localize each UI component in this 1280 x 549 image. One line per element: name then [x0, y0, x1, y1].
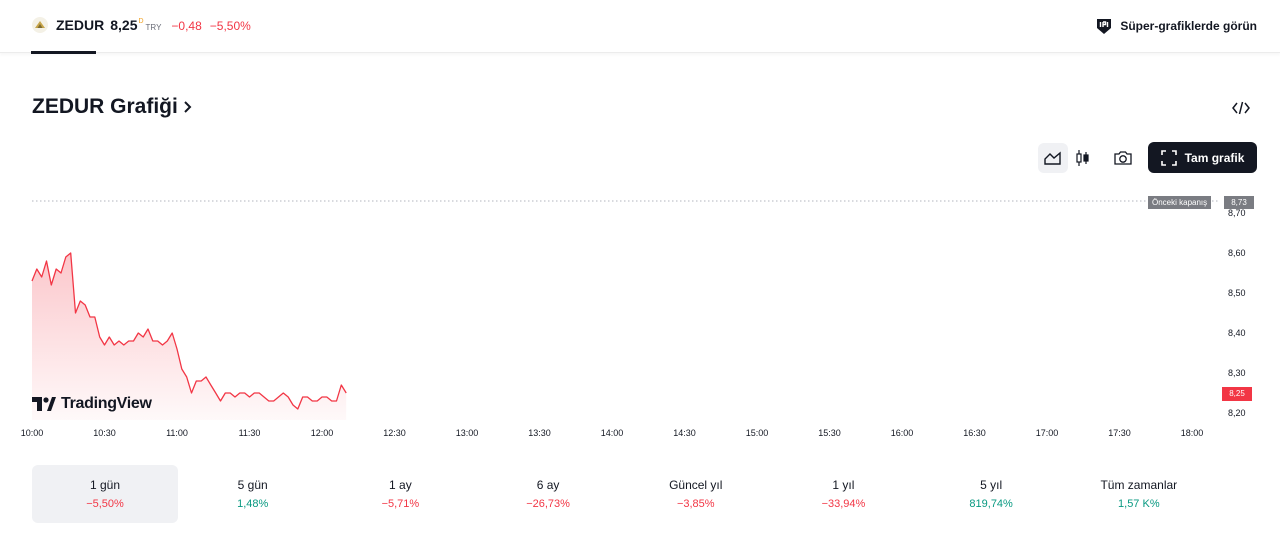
y-tick-label: 8,70 — [1228, 208, 1246, 218]
page-title: ZEDUR Grafiği — [32, 95, 178, 118]
range-tab-label: 5 gün — [237, 478, 268, 492]
y-tick-label: 8,50 — [1228, 288, 1246, 298]
price-chart[interactable]: 8,70 8,60 8,50 8,40 8,30 8,20 10:00 10:30 11:00… — [0, 190, 1280, 445]
x-tick-label: 16:30 — [963, 428, 986, 438]
x-tick-label: 11:30 — [239, 428, 261, 438]
x-tick-label: 11:00 — [166, 428, 188, 438]
price-line — [31, 252, 347, 410]
symbol-header-bar: ZEDUR 8,25 D TRY −0,48 −5,50% Süper-graf… — [0, 0, 1280, 54]
range-tab-label: 1 yıl — [832, 478, 855, 492]
area-chart-button[interactable] — [1038, 143, 1068, 173]
y-tick-label: 8,60 — [1228, 248, 1246, 258]
x-tick-label: 17:00 — [1036, 428, 1059, 438]
range-tab[interactable]: 5 yıl 819,74% — [918, 465, 1064, 523]
price-change: −0,48 — [171, 19, 202, 33]
currency-label: TRY — [145, 23, 162, 32]
x-tick-label: 15:30 — [818, 428, 841, 438]
x-tick-label: 10:00 — [21, 428, 44, 438]
fullscreen-label: Tam grafik — [1184, 150, 1245, 165]
tradingview-brand: TradingView — [61, 395, 152, 412]
y-axis: 8,70 8,60 8,50 8,40 8,30 8,20 — [1228, 208, 1246, 418]
fullscreen-chart-button[interactable]: Tam grafik — [1148, 142, 1257, 173]
x-tick-label: 16:00 — [891, 428, 914, 438]
embed-code-icon[interactable] — [1231, 99, 1251, 117]
x-tick-label: 10:30 — [93, 428, 116, 438]
range-tab[interactable]: 5 gün 1,48% — [180, 465, 326, 523]
snapshot-button[interactable] — [1108, 143, 1138, 173]
range-tab-label: 1 gün — [89, 478, 121, 492]
symbol-ticker[interactable]: ZEDUR 8,25 D TRY −0,48 −5,50% — [32, 17, 251, 33]
super-charts-link[interactable]: Süper-grafiklerde görün — [1094, 16, 1257, 36]
x-tick-label: 18:00 — [1181, 428, 1204, 438]
range-tab[interactable]: 1 gün −5,50% — [32, 465, 178, 523]
range-tab-change: −5,71% — [381, 498, 420, 510]
range-tab[interactable]: 1 ay −5,71% — [327, 465, 473, 523]
super-charts-icon — [1097, 19, 1112, 34]
range-tab-label: Tüm zamanlar — [1100, 478, 1178, 492]
previous-close-value: 8,73 — [1224, 196, 1254, 209]
y-tick-label: 8,40 — [1228, 328, 1246, 338]
previous-close-label: Önceki kapanış — [1148, 196, 1212, 209]
x-tick-label: 17:30 — [1108, 428, 1131, 438]
range-tab-change: 1,48% — [237, 498, 269, 510]
x-tick-label: 13:00 — [456, 428, 479, 438]
tradingview-watermark[interactable]: TradingView — [32, 395, 152, 413]
range-tab-label: 1 ay — [389, 478, 412, 492]
range-selector: 1 gün −5,50% 5 gün 1,48% 1 ay −5,71% 6 ay −26,7… — [32, 465, 1258, 523]
range-tab-change: −5,50% — [86, 498, 124, 510]
y-tick-label: 8,20 — [1228, 408, 1246, 418]
x-tick-label: 13:30 — [528, 428, 551, 438]
range-tab-change: 819,74% — [969, 498, 1013, 510]
price-change-percent: −5,50% — [209, 19, 251, 33]
candles-chart-button[interactable] — [1068, 143, 1098, 173]
range-tab[interactable]: Güncel yıl −3,85% — [623, 465, 769, 523]
last-price-marker: 8,25 — [1222, 387, 1252, 401]
x-tick-label: 12:30 — [383, 428, 406, 438]
range-tab-label: 5 yıl — [980, 478, 1003, 492]
x-tick-label: 14:00 — [601, 428, 624, 438]
x-tick-label: 15:00 — [746, 428, 769, 438]
range-tab[interactable]: 1 yıl −33,94% — [770, 465, 916, 523]
y-tick-label: 8,30 — [1228, 368, 1246, 378]
range-tab-change: −33,94% — [821, 498, 866, 510]
range-tab-change: −26,73% — [526, 498, 570, 510]
symbol-name: ZEDUR — [56, 17, 105, 33]
area-chart-icon — [1044, 151, 1061, 165]
active-tab-indicator — [31, 51, 96, 54]
chevron-right-icon — [184, 101, 192, 113]
super-charts-label: Süper-grafiklerde görün — [1120, 19, 1257, 33]
price-area-fill — [32, 253, 347, 420]
range-tab-change: 1,57 K% — [1118, 498, 1160, 510]
camera-icon — [1114, 151, 1132, 165]
x-axis: 10:00 10:30 11:00 11:30 12:00 12:30 13:00 13:30… — [21, 428, 1204, 438]
x-tick-label: 12:00 — [311, 428, 334, 438]
candles-icon — [1076, 150, 1089, 166]
range-tab[interactable]: Tüm zamanlar 1,57 K% — [1066, 465, 1212, 523]
delayed-data-badge: D — [138, 18, 144, 25]
last-price: 8,25 — [110, 17, 138, 33]
range-tab-label: 6 ay — [536, 478, 560, 492]
company-logo-icon — [32, 17, 48, 33]
x-tick-label: 14:30 — [673, 428, 696, 438]
range-tab[interactable]: 6 ay −26,73% — [475, 465, 621, 523]
chart-title-link[interactable]: ZEDUR Grafiği — [32, 95, 192, 119]
fullscreen-icon — [1160, 149, 1177, 166]
tradingview-logo-icon — [32, 397, 56, 411]
range-tab-label: Güncel yıl — [669, 478, 723, 492]
range-tab-change: −3,85% — [676, 498, 715, 510]
